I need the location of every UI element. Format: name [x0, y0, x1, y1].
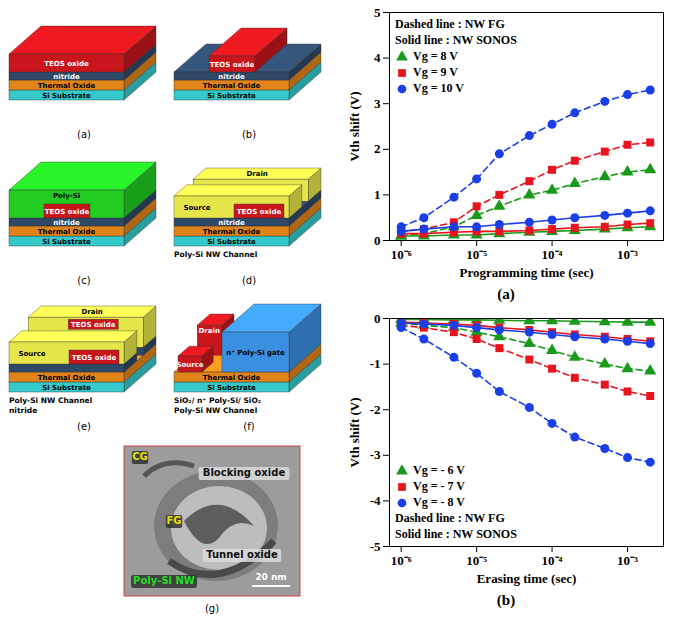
svg-text:Erasing time (sec): Erasing time (sec): [477, 571, 577, 586]
svg-text:-1: -1: [370, 356, 381, 371]
html-text:Vg = - 7 V: Vg = - 7 V: [413, 479, 465, 493]
svg-text:Si Substrate: Si Substrate: [207, 384, 256, 392]
svg-text:Thermal Oxide: Thermal Oxide: [203, 82, 261, 90]
svg-text:TEOS oxide: TEOS oxide: [72, 354, 117, 362]
svg-text:0: 0: [374, 311, 381, 326]
html-text:Vg = 9 V: Vg = 9 V: [413, 65, 458, 79]
svg-text:0: 0: [374, 233, 381, 248]
html-text:Vg = 8 V: Vg = 8 V: [413, 49, 458, 63]
svg-text:10⁻⁶: 10⁻⁶: [391, 553, 412, 568]
svg-text:Vth shift (V): Vth shift (V): [347, 91, 362, 161]
svg-text:Si Substrate: Si Substrate: [42, 238, 91, 246]
svg-text:nitride: nitride: [218, 219, 245, 227]
svg-text:(e): (e): [77, 421, 91, 432]
svg-text:(a): (a): [77, 129, 91, 140]
svg-text:(c): (c): [77, 275, 90, 286]
svg-text:3: 3: [374, 96, 381, 111]
html-text:Vg = - 8 V: Vg = - 8 V: [413, 495, 465, 509]
svg-text:10⁻³: 10⁻³: [617, 553, 638, 568]
svg-text:Poly-Si: Poly-Si: [53, 192, 80, 200]
svg-text:(b): (b): [242, 129, 256, 140]
html-text:Dashed line : NW FG: Dashed line : NW FG: [395, 17, 505, 31]
svg-text:Thermal Oxide: Thermal Oxide: [38, 374, 96, 382]
svg-text:-2: -2: [370, 402, 381, 417]
svg-text:-4: -4: [370, 493, 381, 508]
svg-text:Thermal Oxide: Thermal Oxide: [203, 228, 261, 236]
svg-text:FG: FG: [166, 515, 181, 526]
svg-text:20 nm: 20 nm: [255, 572, 286, 582]
svg-text:4: 4: [374, 50, 381, 65]
svg-text:10⁻⁶: 10⁻⁶: [391, 247, 412, 262]
svg-text:nitride: nitride: [9, 406, 37, 415]
svg-text:(d): (d): [242, 275, 256, 286]
svg-text:-3: -3: [370, 447, 381, 462]
svg-text:Poly-Si NW Channel: Poly-Si NW Channel: [174, 250, 257, 259]
svg-text:10⁻⁵: 10⁻⁵: [466, 247, 487, 262]
svg-text:Si Substrate: Si Substrate: [207, 92, 256, 100]
svg-text:Si Substrate: Si Substrate: [42, 384, 91, 392]
svg-text:5: 5: [374, 5, 381, 20]
svg-text:Poly-Si NW Channel: Poly-Si NW Channel: [174, 406, 257, 415]
svg-text:1: 1: [374, 187, 381, 202]
svg-text:Drain: Drain: [199, 327, 220, 335]
svg-text:Thermal Oxide: Thermal Oxide: [203, 374, 261, 382]
html-text:(b): (b): [496, 592, 516, 608]
svg-text:Source: Source: [183, 204, 210, 212]
svg-text:10⁻⁴: 10⁻⁴: [542, 553, 563, 568]
svg-text:TEOS oxide: TEOS oxide: [210, 61, 255, 69]
html-text:Vg = 10 V: Vg = 10 V: [413, 81, 464, 95]
svg-text:Drain: Drain: [81, 308, 102, 316]
svg-text:(f): (f): [243, 421, 254, 432]
svg-text:Poly-Si NW: Poly-Si NW: [133, 575, 195, 586]
svg-text:nitride: nitride: [53, 219, 80, 227]
svg-text:Thermal Oxide: Thermal Oxide: [38, 228, 96, 236]
svg-text:TEOS oxide: TEOS oxide: [237, 208, 282, 216]
html-text:(a): (a): [497, 286, 515, 302]
svg-text:SiO₂/ n⁺ Poly-Si/ SiO₂: SiO₂/ n⁺ Poly-Si/ SiO₂: [174, 396, 261, 405]
svg-text:(g): (g): [205, 603, 219, 614]
svg-text:10⁻⁴: 10⁻⁴: [542, 247, 563, 262]
html-text:Dashed line : NW FG: Dashed line : NW FG: [395, 511, 505, 525]
html-text:Solid line : NW SONOS: Solid line : NW SONOS: [395, 527, 517, 541]
svg-text:Blocking oxide: Blocking oxide: [203, 467, 286, 478]
svg-text:10⁻⁵: 10⁻⁵: [466, 553, 487, 568]
svg-text:n⁺ Poly-Si gate: n⁺ Poly-Si gate: [226, 349, 285, 357]
svg-text:Si Substrate: Si Substrate: [42, 92, 91, 100]
svg-text:Programming time (sec): Programming time (sec): [459, 265, 593, 280]
svg-text:-5: -5: [370, 539, 381, 554]
svg-text:TEOS oxide: TEOS oxide: [45, 208, 90, 216]
svg-text:nitride: nitride: [53, 73, 80, 81]
svg-text:Source: Source: [18, 350, 45, 358]
svg-text:Source: Source: [176, 361, 203, 369]
svg-text:Poly-Si NW Channel: Poly-Si NW Channel: [9, 396, 92, 405]
svg-text:Drain: Drain: [246, 170, 267, 178]
svg-text:TEOS oxide: TEOS oxide: [71, 321, 116, 329]
svg-text:Thermal Oxide: Thermal Oxide: [38, 82, 96, 90]
svg-text:Si Substrate: Si Substrate: [207, 238, 256, 246]
svg-text:nitride: nitride: [218, 73, 245, 81]
svg-text:Tunnel oxide: Tunnel oxide: [206, 549, 278, 560]
svg-text:TEOS oxide: TEOS oxide: [44, 60, 89, 68]
svg-text:Vth shift (V): Vth shift (V): [347, 397, 362, 467]
svg-text:2: 2: [374, 141, 381, 156]
svg-text:10⁻³: 10⁻³: [617, 247, 638, 262]
svg-text:CG: CG: [132, 451, 148, 462]
html-text:Vg = - 6 V: Vg = - 6 V: [413, 463, 465, 477]
html-text:Solid line : NW SONOS: Solid line : NW SONOS: [395, 33, 517, 47]
